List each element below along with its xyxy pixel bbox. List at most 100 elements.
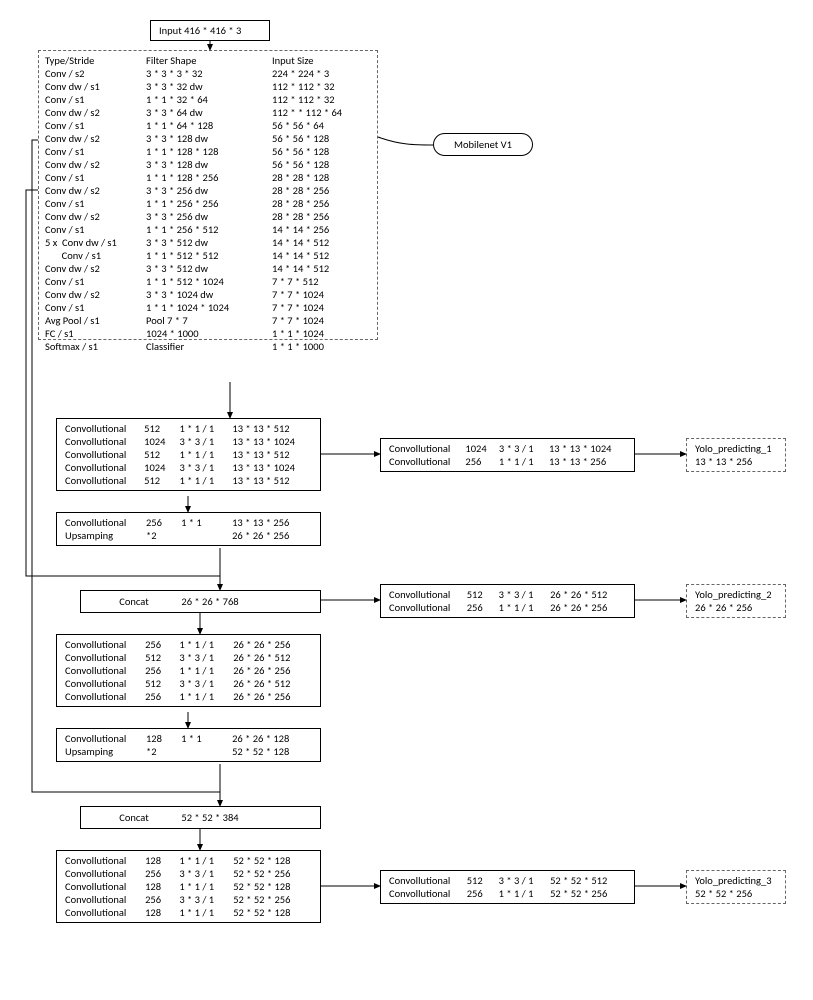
- layer-cell: 26 * 26 * 256: [233, 664, 312, 677]
- layer-cell: *2: [146, 745, 181, 758]
- layer-cell: 3 * 3 / 1: [179, 677, 233, 690]
- layer-cell: Convollutional: [65, 422, 144, 435]
- layer-cell: 13 * 13 * 256: [549, 455, 626, 468]
- block-e-table: Convollutional1281 * 1 / 152 * 52 * 128C…: [65, 854, 312, 919]
- block-b-table: Convollutional2561 * 113 * 13 * 256Upsam…: [65, 516, 312, 542]
- layer-cell: 26 * 26 * 512: [550, 588, 626, 601]
- concat1-label: Concat: [89, 595, 179, 608]
- layer-cell: 1 * 1: [181, 516, 232, 529]
- layer-cell: 1024: [465, 442, 498, 455]
- layer-cell: Convollutional: [65, 435, 144, 448]
- architecture-diagram: Input 416 * 416 * 3 Type/StrideFilter Sh…: [20, 20, 793, 980]
- layer-cell: Convollutional: [65, 448, 144, 461]
- layer-cell: 1 * 1 / 1: [179, 448, 232, 461]
- layer-cell: 1 * 1 / 1: [499, 887, 550, 900]
- layer-cell: Convollutional: [65, 867, 145, 880]
- layer-cell: 128: [146, 732, 181, 745]
- concat1-right-table: Convollutional5123 * 3 / 126 * 26 * 512C…: [389, 588, 626, 614]
- yolo3-title: Yolo_predicting_3: [695, 874, 777, 887]
- yolo2-title: Yolo_predicting_2: [695, 588, 777, 601]
- layer-cell: 52 * 52 * 128: [233, 854, 312, 867]
- layer-cell: 3 * 3 / 1: [179, 461, 232, 474]
- layer-cell: Convollutional: [65, 732, 146, 745]
- layer-cell: 52 * 52 * 256: [550, 887, 626, 900]
- block-a: Convollutional5121 * 1 / 113 * 13 * 512C…: [56, 418, 321, 491]
- layer-cell: 1 * 1 / 1: [179, 906, 233, 919]
- layer-cell: Convollutional: [65, 474, 144, 487]
- yolo1-title: Yolo_predicting_1: [695, 442, 777, 455]
- block-e-right-table: Convollutional5123 * 3 / 152 * 52 * 512C…: [389, 874, 626, 900]
- block-d: Convollutional1281 * 126 * 26 * 128Upsam…: [56, 728, 321, 762]
- layer-cell: 13 * 13 * 512: [232, 474, 312, 487]
- layer-cell: 3 * 3 / 1: [499, 442, 549, 455]
- layer-cell: 512: [467, 874, 499, 887]
- layer-cell: Convollutional: [65, 906, 145, 919]
- layer-cell: Convollutional: [65, 638, 145, 651]
- layer-cell: [181, 745, 232, 758]
- layer-cell: 1 * 1 / 1: [179, 474, 232, 487]
- layer-cell: 3 * 3 / 1: [179, 893, 233, 906]
- layer-cell: 1 * 1 / 1: [179, 638, 233, 651]
- layer-cell: 3 * 3 / 1: [179, 651, 233, 664]
- yolo2-shape: 26 * 26 * 256: [695, 601, 777, 614]
- mobilenet-cell: Softmax / s1: [45, 340, 146, 353]
- block-e-right: Convollutional5123 * 3 / 152 * 52 * 512C…: [380, 870, 635, 904]
- layer-cell: Upsamping: [65, 529, 146, 542]
- layer-cell: 256: [146, 516, 181, 529]
- layer-cell: Convollutional: [389, 887, 467, 900]
- layer-cell: 13 * 13 * 1024: [549, 442, 626, 455]
- yolo1-shape: 13 * 13 * 256: [695, 455, 777, 468]
- layer-cell: 26 * 26 * 512: [233, 677, 312, 690]
- layer-cell: 512: [145, 651, 179, 664]
- concat2-label: Concat: [89, 811, 179, 824]
- layer-cell: 1 * 1 / 1: [499, 601, 550, 614]
- layer-cell: 26 * 26 * 256: [233, 690, 312, 703]
- block-c: Convollutional2561 * 1 / 126 * 26 * 256C…: [56, 634, 321, 707]
- layer-cell: 3 * 3 / 1: [499, 588, 550, 601]
- concat1-right: Convollutional5123 * 3 / 126 * 26 * 512C…: [380, 584, 635, 618]
- layer-cell: 13 * 13 * 1024: [232, 461, 312, 474]
- layer-cell: 1 * 1 / 1: [179, 664, 233, 677]
- yolo-1: Yolo_predicting_1 13 * 13 * 256: [686, 438, 786, 472]
- layer-cell: 512: [145, 677, 179, 690]
- layer-cell: 256: [145, 690, 179, 703]
- layer-cell: 13 * 13 * 256: [232, 516, 312, 529]
- block-a-right-table: Convollutional10243 * 3 / 113 * 13 * 102…: [389, 442, 626, 468]
- layer-cell: 52 * 52 * 128: [232, 745, 312, 758]
- layer-cell: 13 * 13 * 512: [232, 422, 312, 435]
- layer-cell: Convollutional: [389, 455, 465, 468]
- mobilenet-cell: 1 * 1 * 1000: [272, 340, 373, 353]
- layer-cell: 1 * 1 / 1: [179, 422, 232, 435]
- layer-cell: 1 * 1 / 1: [179, 880, 233, 893]
- layer-cell: 256: [145, 867, 179, 880]
- layer-cell: 1 * 1 / 1: [499, 455, 549, 468]
- layer-cell: 26 * 26 * 256: [233, 638, 312, 651]
- layer-cell: 128: [145, 880, 179, 893]
- layer-cell: 256: [467, 601, 499, 614]
- layer-cell: 256: [145, 638, 179, 651]
- layer-cell: 13 * 13 * 512: [232, 448, 312, 461]
- layer-cell: 52 * 52 * 256: [233, 893, 312, 906]
- layer-cell: Convollutional: [65, 677, 145, 690]
- yolo-3: Yolo_predicting_3 52 * 52 * 256: [686, 870, 786, 904]
- block-a-right: Convollutional10243 * 3 / 113 * 13 * 102…: [380, 438, 635, 472]
- yolo3-shape: 52 * 52 * 256: [695, 887, 777, 900]
- layer-cell: Convollutional: [65, 461, 144, 474]
- input-block: Input 416 * 416 * 3: [150, 20, 270, 41]
- layer-cell: 512: [144, 474, 179, 487]
- layer-cell: Convollutional: [389, 874, 467, 887]
- layer-cell: Convollutional: [389, 442, 465, 455]
- layer-cell: Upsamping: [65, 745, 146, 758]
- layer-cell: 1 * 1: [181, 732, 232, 745]
- layer-cell: 1 * 1 / 1: [179, 690, 233, 703]
- concat2-shape: 52 * 52 * 384: [181, 811, 238, 824]
- layer-cell: 256: [145, 664, 179, 677]
- layer-cell: Convollutional: [65, 690, 145, 703]
- yolo-2: Yolo_predicting_2 26 * 26 * 256: [686, 584, 786, 618]
- layer-cell: Convollutional: [389, 588, 467, 601]
- block-b: Convollutional2561 * 113 * 13 * 256Upsam…: [56, 512, 321, 546]
- layer-cell: 52 * 52 * 256: [233, 867, 312, 880]
- block-e: Convollutional1281 * 1 / 152 * 52 * 128C…: [56, 850, 321, 923]
- concat-1: Concat 26 * 26 * 768: [80, 590, 321, 613]
- layer-cell: Convollutional: [65, 854, 145, 867]
